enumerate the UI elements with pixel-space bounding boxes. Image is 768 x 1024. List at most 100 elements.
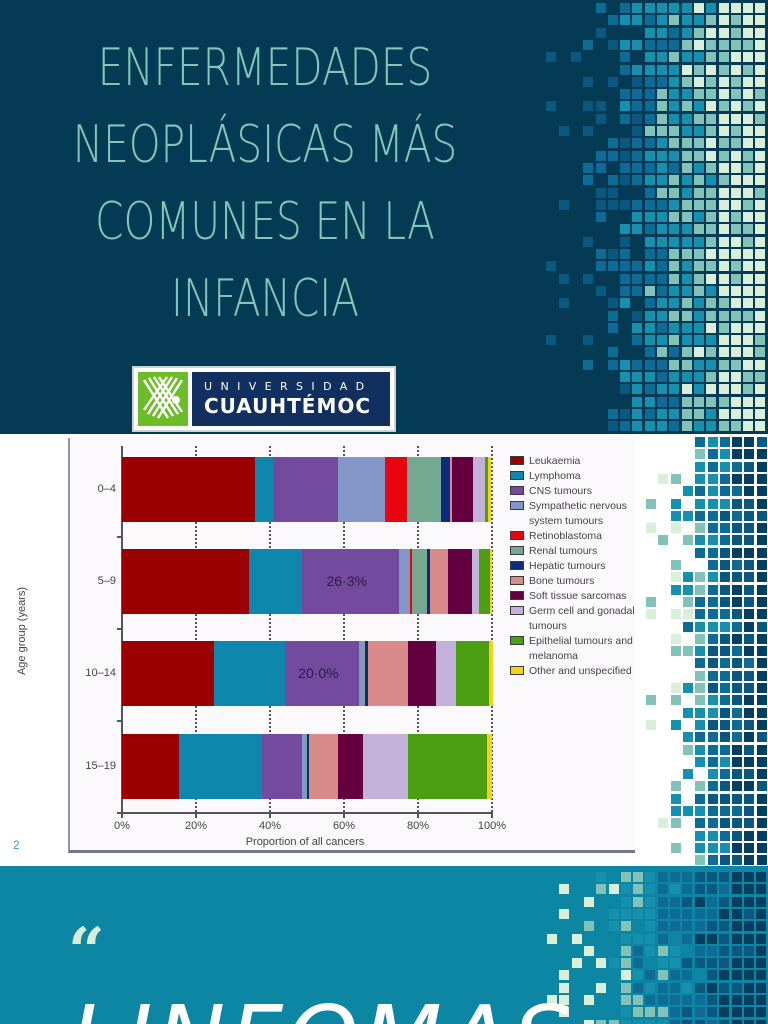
pixel-tile [620, 150, 631, 161]
pixel-tile [558, 298, 569, 309]
pixel-tile [559, 908, 570, 919]
pixel-tile [719, 995, 730, 1005]
pixel-tile [693, 199, 704, 210]
bar-row-5–9 [122, 549, 493, 614]
pixel-tile [596, 958, 607, 969]
pixel-tile [707, 842, 718, 853]
pixel-tile [693, 310, 704, 321]
pixel-tile [756, 498, 767, 509]
pixel-tile [632, 76, 643, 87]
bar-segment [363, 734, 409, 799]
pixel-tile [644, 335, 655, 346]
pixel-tile [743, 212, 754, 223]
pixel-tile [546, 52, 557, 63]
pixel-tile [744, 535, 755, 546]
pixel-tile [756, 584, 767, 595]
pixel-tile [546, 372, 557, 382]
bar-row-15–19 [122, 734, 493, 799]
pixel-tile [706, 1019, 717, 1024]
pixel-tile [657, 872, 668, 882]
x-tick [195, 812, 197, 818]
pixel-tile [695, 756, 706, 767]
pixel-tile [707, 683, 718, 693]
pixel-tile [695, 449, 706, 460]
pixel-tile [669, 76, 680, 87]
pixel-tile [595, 150, 606, 161]
pixel-tile [706, 421, 717, 432]
pixel-tile [682, 1007, 693, 1018]
pixel-tile [644, 224, 655, 235]
pixel-tile [681, 175, 692, 186]
y-axis-line [121, 446, 123, 814]
pixel-tile [669, 298, 680, 309]
pixel-tile [718, 3, 729, 13]
pixel-tile [632, 150, 643, 161]
pixel-tile [744, 818, 755, 829]
pixel-tile [632, 15, 643, 26]
pixel-tile [682, 584, 693, 595]
pixel-tile [743, 310, 754, 321]
x-tick [269, 812, 271, 818]
pixel-tile [744, 744, 755, 755]
legend-swatch-icon [510, 501, 524, 510]
pixel-tile [744, 719, 755, 730]
pixel-tile [744, 510, 755, 521]
pixel-tile [707, 486, 718, 497]
pixel-tile [732, 744, 743, 755]
bar-segment [368, 641, 409, 706]
pixel-tile [657, 224, 667, 235]
pixel-tile [693, 126, 704, 136]
legend-swatch-icon [510, 486, 524, 495]
pixel-tile [730, 335, 741, 346]
pixel-tile [756, 658, 767, 669]
bar-segment [484, 457, 489, 522]
pixel-tile [669, 27, 680, 38]
bar-segment [122, 734, 180, 799]
pixel-tile [718, 138, 729, 149]
pixel-tile [681, 64, 692, 75]
pixel-tile [657, 408, 667, 419]
pixel-tile [706, 113, 717, 124]
pixel-tile [558, 175, 569, 186]
pixel-tile [681, 101, 692, 112]
pixel-tile [743, 199, 754, 210]
x-tick-label: 100% [477, 820, 507, 832]
pixel-tile [718, 384, 729, 395]
pixel-tile [632, 224, 643, 235]
slide-number: 2 [13, 838, 20, 852]
pixel-tile [644, 187, 655, 198]
pixel-tile [583, 921, 594, 932]
pixel-tile [681, 52, 692, 63]
pixel-tile [719, 970, 730, 981]
pixel-tile [756, 958, 767, 969]
pixel-tile [707, 473, 718, 484]
pixel-tile [620, 249, 631, 259]
pixel-tile [730, 372, 741, 382]
pixel-tile [607, 408, 618, 419]
pixel-tile [583, 1019, 594, 1024]
pixel-tile [632, 199, 643, 210]
pixel-tile [608, 958, 619, 969]
pixel-tile [755, 236, 766, 247]
pixel-tile [743, 322, 754, 333]
pixel-tile [756, 523, 767, 534]
pixel-tile [706, 396, 717, 407]
pixel-tile [756, 707, 767, 718]
pixel-tile [670, 1007, 680, 1018]
pixel-tile [645, 933, 656, 944]
pixel-tile [607, 175, 618, 186]
pixel-tile [595, 187, 606, 198]
pixel-tile [731, 1007, 742, 1018]
pixel-tile [681, 236, 692, 247]
pixel-tile [744, 609, 755, 620]
pixel-tile [657, 64, 667, 75]
pixel-tile [670, 683, 681, 693]
pixel-tile [707, 658, 718, 669]
bar-segment [248, 549, 303, 614]
pixel-tile [755, 396, 766, 407]
pixel-tile [719, 908, 730, 919]
pixel-tile [706, 285, 717, 296]
pixel-tile [670, 633, 681, 644]
pixel-tile [644, 89, 655, 100]
pixel-tile [732, 732, 743, 743]
